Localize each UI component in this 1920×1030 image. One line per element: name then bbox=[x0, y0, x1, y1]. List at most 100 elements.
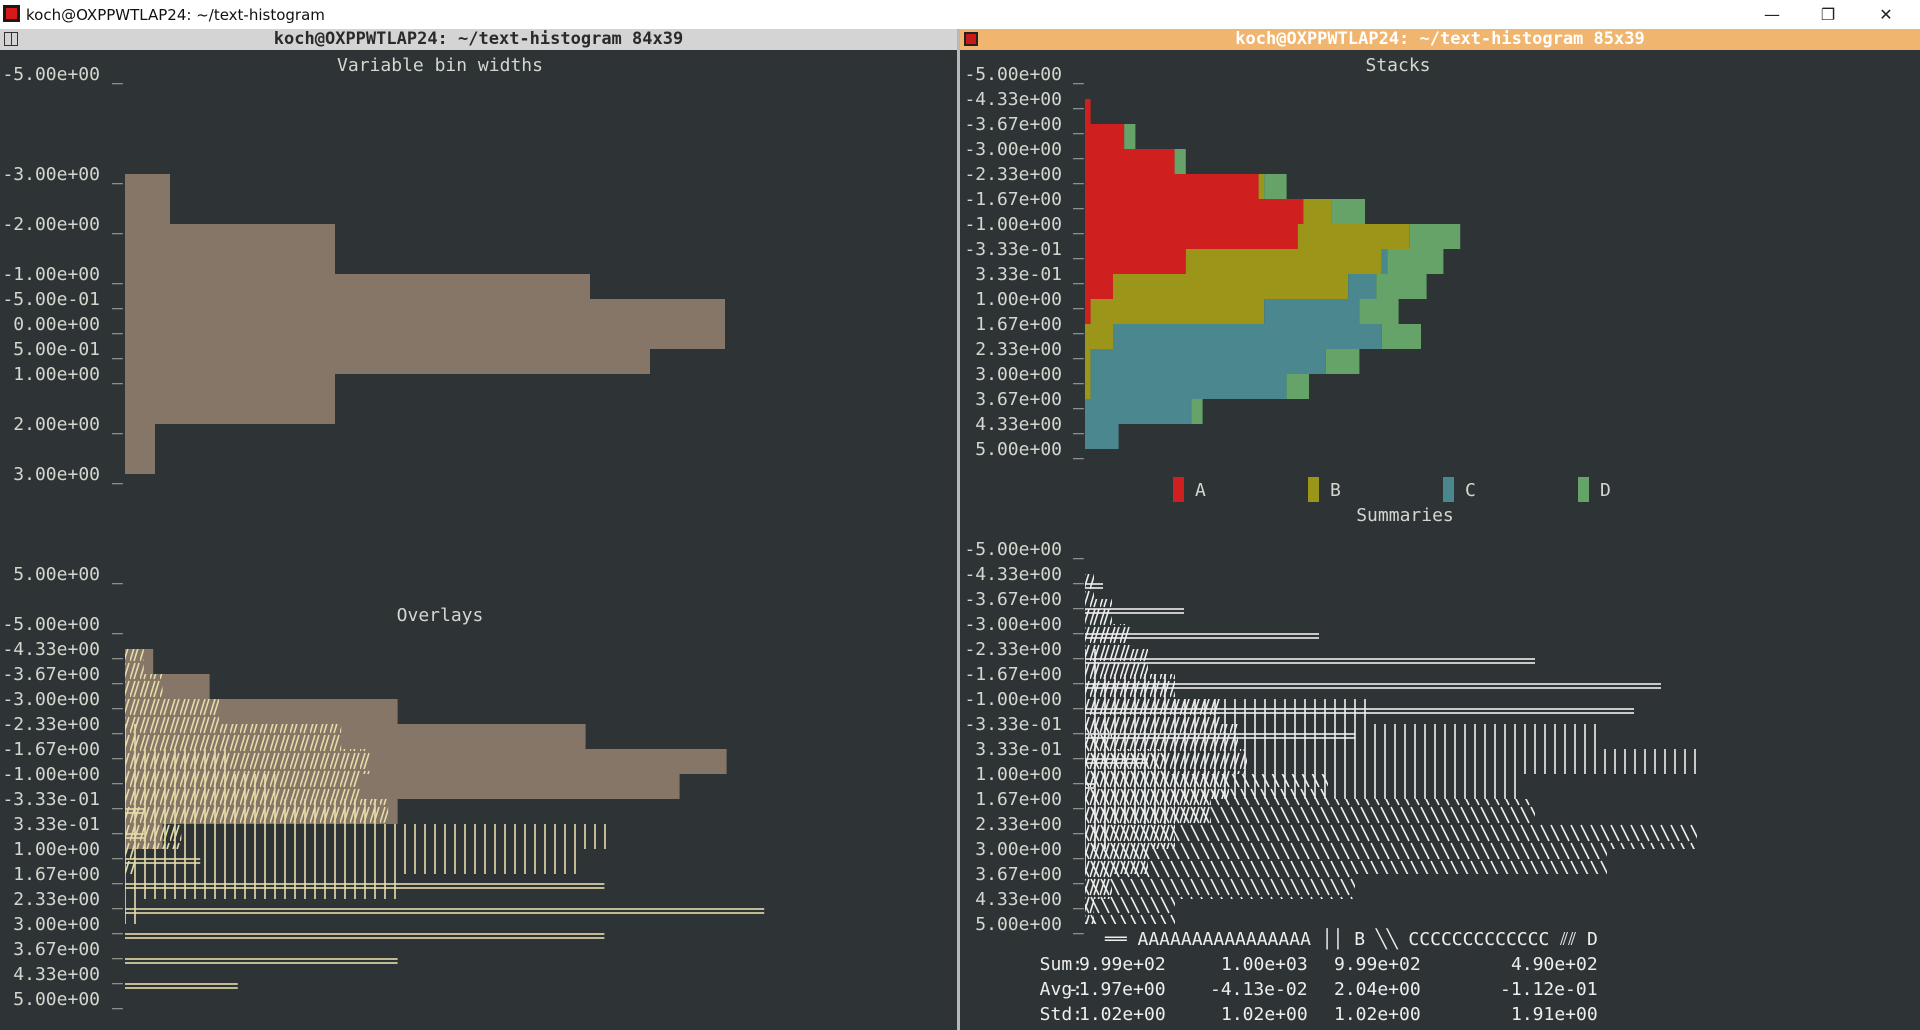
stack-segment bbox=[1113, 274, 1349, 299]
y-tick-label: 5.00e+00 bbox=[13, 989, 100, 1010]
y-tick-label: 2.33e+00 bbox=[975, 814, 1062, 835]
tick-mark: _ bbox=[112, 639, 123, 660]
stat-value: 9.99e+02 bbox=[1334, 954, 1421, 975]
legend-label: A bbox=[1195, 480, 1206, 501]
y-tick-label: -5.00e+00 bbox=[964, 64, 1062, 85]
summary-bar bbox=[1085, 599, 1112, 624]
overlay-bar bbox=[125, 724, 144, 749]
summary-bar bbox=[1085, 724, 1238, 749]
left-terminal-titlebar[interactable]: koch@OXPPWTLAP24: ~/text-histogram 84x39 bbox=[0, 29, 957, 50]
stack-segment bbox=[1085, 274, 1113, 299]
tick-mark: _ bbox=[112, 764, 123, 785]
y-tick-label: -1.00e+00 bbox=[964, 689, 1062, 710]
tick-mark: _ bbox=[112, 164, 123, 185]
stat-value: 2.04e+00 bbox=[1334, 979, 1421, 1000]
split-layout-icon[interactable] bbox=[4, 32, 18, 46]
y-tick-label: 2.33e+00 bbox=[13, 889, 100, 910]
tick-mark: _ bbox=[1073, 889, 1084, 910]
tick-mark: _ bbox=[112, 714, 123, 735]
y-tick-label: 2.33e+00 bbox=[975, 339, 1062, 360]
summary-bar bbox=[1085, 899, 1094, 924]
right-terminal-pane[interactable]: Stacks -5.00e+00 _ -4.33e+00 _ -3.67e+00 _ -3.0… bbox=[960, 50, 1920, 1030]
y-tick-label: 2.00e+00 bbox=[13, 414, 100, 435]
stack-segment bbox=[1085, 99, 1091, 124]
stack-segment bbox=[1409, 224, 1461, 249]
histogram-bar bbox=[125, 374, 335, 424]
overlay-bar bbox=[125, 899, 765, 924]
tick-mark: _ bbox=[1073, 289, 1084, 310]
tick-mark: _ bbox=[1073, 864, 1084, 885]
tick-mark: _ bbox=[112, 314, 123, 335]
tick-mark: _ bbox=[1073, 214, 1084, 235]
pane-divider[interactable] bbox=[957, 29, 960, 1030]
minimize-button[interactable]: — bbox=[1764, 5, 1780, 24]
summary-bar bbox=[1085, 799, 1211, 824]
tick-mark: _ bbox=[112, 914, 123, 935]
stack-segment bbox=[1090, 299, 1265, 324]
y-tick-label: 3.33e-01 bbox=[13, 814, 100, 835]
tick-mark: _ bbox=[1073, 539, 1084, 560]
overlay-bar bbox=[125, 799, 379, 824]
summary-bar bbox=[1085, 674, 1661, 699]
stat-label: Sum: bbox=[1040, 954, 1083, 975]
stack-segment bbox=[1085, 424, 1119, 449]
y-tick-label: -2.33e+00 bbox=[964, 164, 1062, 185]
y-tick-label: -3.67e+00 bbox=[2, 664, 100, 685]
right-terminal-titlebar[interactable]: koch@OXPPWTLAP24: ~/text-histogram 85x39 bbox=[960, 29, 1920, 50]
histogram-bar bbox=[125, 224, 335, 274]
y-tick-label: 1.67e+00 bbox=[975, 789, 1062, 810]
overlay-bar bbox=[125, 849, 201, 874]
tick-mark: _ bbox=[112, 789, 123, 810]
stack-segment bbox=[1381, 249, 1388, 274]
tick-mark: _ bbox=[1073, 714, 1084, 735]
y-tick-label: -5.00e-01 bbox=[2, 289, 100, 310]
stack-segment bbox=[1085, 124, 1125, 149]
tick-mark: _ bbox=[112, 864, 123, 885]
y-tick-label: 3.00e+00 bbox=[975, 839, 1062, 860]
summary-bar bbox=[1085, 824, 1175, 849]
stack-segment bbox=[1325, 349, 1360, 374]
chart-title: Variable bin widths bbox=[337, 55, 543, 76]
left-terminal-pane[interactable]: Variable bin widths -5.00e+00 _ -3.00e+00 _ -… bbox=[0, 50, 957, 1030]
overlay-bar bbox=[125, 774, 276, 799]
terminal-icon[interactable] bbox=[964, 32, 978, 46]
tick-mark: _ bbox=[1073, 739, 1084, 760]
tick-mark: _ bbox=[112, 464, 123, 485]
tick-mark: _ bbox=[1073, 389, 1084, 410]
close-button[interactable]: ✕ bbox=[1879, 5, 1893, 24]
stat-value: -1.97e+00 bbox=[1068, 979, 1166, 1000]
stack-segment bbox=[1348, 274, 1377, 299]
y-tick-label: 3.00e+00 bbox=[13, 914, 100, 935]
tick-mark: _ bbox=[112, 214, 123, 235]
y-tick-label: 3.67e+00 bbox=[975, 864, 1062, 885]
y-tick-label: 1.00e+00 bbox=[975, 764, 1062, 785]
stack-segment bbox=[1174, 149, 1186, 174]
restore-button[interactable]: ❐ bbox=[1820, 5, 1836, 24]
y-tick-label: -3.67e+00 bbox=[964, 589, 1062, 610]
tick-mark: _ bbox=[1073, 639, 1084, 660]
right-terminal-plots: Stacks -5.00e+00 _ -4.33e+00 _ -3.67e+00 _ -3.0… bbox=[964, 55, 1697, 1025]
summary-bar bbox=[1085, 874, 1355, 899]
stack-segment bbox=[1264, 299, 1360, 324]
stack-segment bbox=[1085, 174, 1259, 199]
stack-segment bbox=[1090, 349, 1326, 374]
overlay-bar bbox=[125, 674, 163, 699]
stack-segment bbox=[1085, 349, 1091, 374]
stack-segment bbox=[1124, 124, 1136, 149]
y-tick-label: 5.00e+00 bbox=[13, 564, 100, 585]
tick-mark: _ bbox=[1073, 364, 1084, 385]
stack-segment bbox=[1085, 374, 1091, 399]
tick-mark: _ bbox=[1073, 839, 1084, 860]
chart-title: Overlays bbox=[397, 605, 484, 626]
tick-mark: _ bbox=[112, 739, 123, 760]
overlay-bar bbox=[125, 824, 614, 849]
right-terminal-title: koch@OXPPWTLAP24: ~/text-histogram 85x39 bbox=[1235, 29, 1645, 49]
stack-segment bbox=[1331, 199, 1365, 224]
y-tick-label: 5.00e+00 bbox=[975, 439, 1062, 460]
stack-segment bbox=[1258, 174, 1265, 199]
tick-mark: _ bbox=[1073, 764, 1084, 785]
tick-mark: _ bbox=[112, 964, 123, 985]
legend-label: D bbox=[1600, 480, 1611, 501]
left-terminal-plots: Variable bin widths-5.00e+00 _-3.00e+00 _-… bbox=[2, 55, 765, 1010]
overlay-bar bbox=[125, 749, 229, 774]
